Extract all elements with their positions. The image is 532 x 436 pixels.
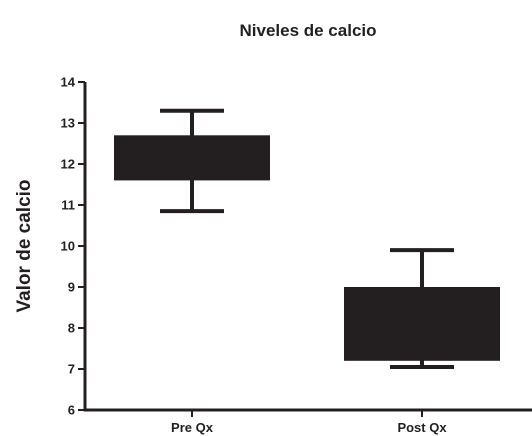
x-tick-label: Pre Qx [171, 420, 214, 435]
y-tick-label: 10 [61, 239, 75, 254]
y-tick-label: 11 [61, 198, 75, 213]
y-tick-label: 9 [68, 280, 75, 295]
box-1 [114, 108, 270, 214]
y-tick-label: 8 [68, 321, 75, 336]
boxes [114, 108, 500, 369]
y-tick-label: 7 [68, 362, 75, 377]
box-iqr [114, 135, 270, 181]
y-tick-label: 13 [61, 116, 75, 131]
chart-title: Niveles de calcio [239, 21, 376, 40]
y-tick-label: 14 [61, 75, 76, 90]
box-iqr [344, 287, 500, 361]
y-tick-label: 12 [61, 157, 75, 172]
axes: 6 7 8 9 10 11 12 13 14 Pre Qx Post Qx [61, 75, 532, 435]
box-2 [344, 248, 500, 369]
x-tick-label: Post Qx [397, 420, 447, 435]
y-tick-label: 6 [68, 403, 75, 418]
y-axis-label: Valor de calcio [14, 179, 35, 312]
